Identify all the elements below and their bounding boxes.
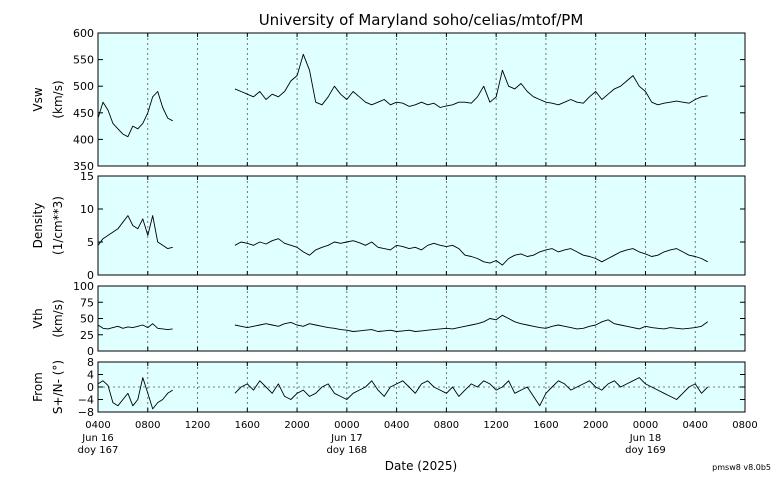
y-tick-label: 500: [73, 80, 94, 93]
y-axis-label-vsw: Vsw (km/s): [31, 80, 65, 118]
plot-frame: [97, 32, 746, 167]
y-tick-label: 450: [73, 107, 94, 120]
y-axis-label-line: (km/s): [51, 80, 65, 118]
plot-area: [98, 286, 745, 351]
x-tick-label: 1200: [185, 420, 210, 431]
series-line-density-2: [234, 238, 708, 266]
date-label: Jun 16: [81, 433, 114, 444]
y-tick-label: 75: [80, 296, 94, 309]
y-axis-label-line: (1/cm**3): [51, 196, 65, 255]
x-tick-label: 0000: [633, 420, 658, 431]
series-line-density-1: [97, 215, 173, 250]
x-tick-label: 0400: [384, 420, 409, 431]
x-tick-label: 0800: [434, 420, 459, 431]
y-axis-label-line: (km/s): [51, 299, 65, 337]
x-tick-label: 1600: [533, 420, 558, 431]
y-tick-label: −4: [78, 394, 94, 407]
y-tick-label: 0: [87, 381, 94, 394]
y-axis-label-line: Density: [31, 203, 45, 249]
series-line-from-1: [97, 377, 173, 410]
x-tick-label: 0000: [334, 420, 359, 431]
y-tick-label: 0: [87, 345, 94, 358]
y-axis-label-vth: Vth (km/s): [31, 299, 65, 337]
x-tick-label: 2000: [583, 420, 608, 431]
y-axis-label-from: From S+/N- (°): [31, 360, 65, 414]
panel-vsw: 350 400 450 500 550 600 Vsw (km/s): [31, 27, 746, 173]
series-line-vth-2: [234, 314, 708, 332]
date-label: Jun 18: [629, 433, 662, 444]
doy-label: doy 168: [327, 445, 368, 456]
x-axis: 0400 0800 1200 1600 2000 0000 0400 0800 1200 1600…: [78, 420, 758, 456]
x-tick-label: 1200: [483, 420, 508, 431]
x-tick-label: 0800: [135, 420, 160, 431]
y-tick-label: 400: [73, 133, 94, 146]
y-axis-label-line: Vth: [31, 308, 45, 329]
x-tick-label: 0800: [732, 420, 757, 431]
y-axis-label-line: Vsw: [31, 87, 45, 111]
y-tick-label: 350: [73, 160, 94, 173]
plot-area: [98, 362, 745, 412]
y-axis-label-density: Density (1/cm**3): [31, 196, 65, 255]
y-tick-label: 25: [80, 329, 94, 342]
series-line-from-2: [234, 377, 709, 407]
x-tick-label: 0400: [683, 420, 708, 431]
x-axis-label: Date (2025): [385, 459, 457, 473]
y-tick-label: 5: [87, 236, 94, 249]
doy-label: doy 169: [625, 445, 666, 456]
version-label: pmsw8 v8.0b5: [712, 463, 771, 472]
y-tick-label: 100: [73, 280, 94, 293]
doy-label: doy 167: [78, 445, 119, 456]
plot-area: [98, 176, 745, 275]
series-line-vsw-1: [97, 91, 173, 138]
plot-frame: [97, 175, 746, 276]
y-axis-label-line: S+/N- (°): [51, 360, 65, 414]
plot-area: [98, 33, 745, 166]
y-tick-label: −8: [78, 406, 94, 419]
series-line-vth-1: [97, 323, 173, 331]
series-line-vsw-2: [234, 53, 708, 108]
date-label: Jun 17: [330, 433, 363, 444]
chart-title: University of Maryland soho/celias/mtof/…: [259, 11, 584, 29]
y-tick-label: 550: [73, 54, 94, 67]
x-tick-label: 0400: [85, 420, 110, 431]
y-tick-label: 15: [80, 170, 94, 183]
y-axis-label-line: From: [31, 372, 45, 402]
x-tick-label: 1600: [235, 420, 260, 431]
y-tick-label: 4: [87, 369, 94, 382]
y-tick-label: 0: [87, 269, 94, 282]
y-tick-label: 50: [80, 313, 94, 326]
panel-density: 0 5 10 15 Density (1/cm**3): [31, 170, 746, 282]
x-tick-label: 2000: [284, 420, 309, 431]
y-tick-label: 8: [87, 356, 94, 369]
panel-vth: 0 25 50 75 100 Vth (km/s): [31, 280, 746, 358]
y-tick-label: 10: [80, 203, 94, 216]
y-tick-label: 600: [73, 27, 94, 40]
